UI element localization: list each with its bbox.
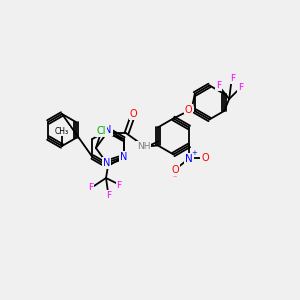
Text: +: +: [191, 150, 197, 156]
Text: F: F: [216, 81, 221, 90]
Text: N: N: [120, 152, 127, 162]
Text: F: F: [116, 181, 122, 190]
Text: F: F: [230, 74, 235, 83]
Text: N: N: [120, 152, 127, 162]
Text: O: O: [130, 110, 137, 119]
Text: O: O: [201, 153, 209, 164]
Text: F: F: [106, 190, 112, 200]
Text: N: N: [185, 154, 193, 164]
Text: F: F: [238, 83, 243, 92]
Text: N: N: [104, 125, 112, 135]
Text: O: O: [171, 165, 179, 176]
Text: O: O: [185, 105, 192, 116]
Text: ⁻: ⁻: [173, 173, 177, 182]
Text: Cl: Cl: [96, 126, 106, 136]
Text: N: N: [103, 158, 110, 168]
Text: CH₃: CH₃: [55, 127, 69, 136]
Text: NH: NH: [137, 142, 150, 151]
Text: F: F: [88, 184, 94, 193]
